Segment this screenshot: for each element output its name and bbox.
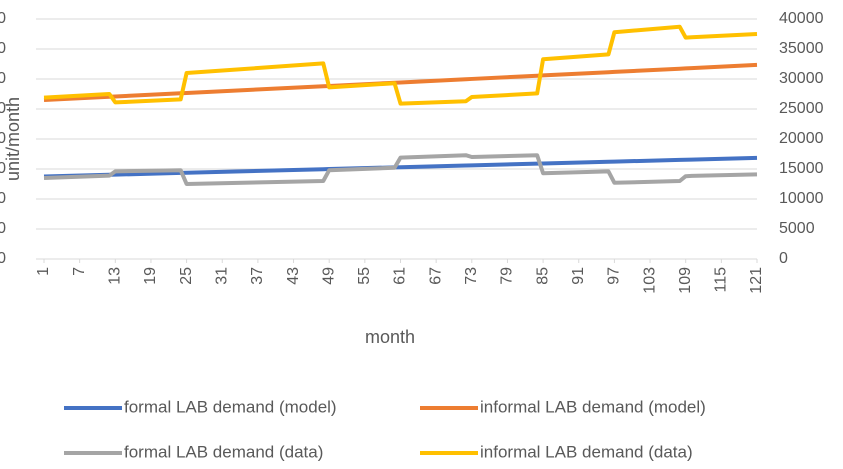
- x-tick-label: 109: [677, 267, 694, 294]
- y-tick-label: 80000: [0, 10, 6, 27]
- x-tick-label: 25: [178, 267, 195, 285]
- y-axis-title: unit/month: [3, 97, 23, 181]
- y-tick-label: 50000: [0, 100, 6, 117]
- x-tick-label: 61: [392, 267, 409, 285]
- x-tick-label: 79: [499, 267, 516, 285]
- x-tick-label: 43: [285, 267, 302, 285]
- y2-tick-label: 35000: [779, 40, 824, 57]
- y-tick-label: 10000: [0, 220, 6, 237]
- x-tick-label: 13: [107, 267, 124, 285]
- x-tick-label: 55: [356, 267, 373, 285]
- y-tick-label: 30000: [0, 160, 6, 177]
- x-axis-title: month: [365, 327, 415, 347]
- x-tick-label: 1: [35, 267, 52, 276]
- series-line: [43, 24, 758, 106]
- y2-tick-label: 25000: [779, 100, 824, 117]
- y-tick-label: 70000: [0, 40, 6, 57]
- y-tick-label: 0: [0, 250, 6, 267]
- y-tick-label: 60000: [0, 70, 6, 87]
- legend-label: formal LAB demand (model): [124, 397, 337, 416]
- y-tick-label: 20000: [0, 190, 6, 207]
- y2-tick-label: 40000: [779, 10, 824, 27]
- legend-label: formal LAB demand (data): [124, 442, 323, 461]
- x-tick-label: 73: [463, 267, 480, 285]
- x-tick-label: 19: [142, 267, 159, 285]
- y2-tick-label: 30000: [779, 70, 824, 87]
- legend-label: informal LAB demand (data): [480, 442, 693, 461]
- x-tick-label: 97: [606, 267, 623, 285]
- x-tick-label: 31: [213, 267, 230, 285]
- y2-tick-label: 15000: [779, 160, 824, 177]
- series-line: [43, 62, 758, 102]
- x-tick-label: 121: [748, 267, 765, 294]
- x-tick-label: 115: [713, 267, 730, 293]
- x-tick-label: 49: [320, 267, 337, 285]
- y2-tick-label: 20000: [779, 130, 824, 147]
- x-tick-label: 7: [71, 267, 88, 276]
- x-tick-label: 91: [570, 267, 587, 285]
- y2-tick-label: 10000: [779, 190, 824, 207]
- series-line: [43, 153, 758, 186]
- y-tick-label: 40000: [0, 130, 6, 147]
- legend-label: informal LAB demand (model): [480, 397, 706, 416]
- x-tick-label: 85: [534, 267, 551, 285]
- x-tick-label: 103: [641, 267, 658, 294]
- x-tick-label: 67: [427, 267, 444, 285]
- y2-tick-label: 0: [779, 250, 788, 267]
- x-tick-label: 37: [249, 267, 266, 285]
- y2-tick-label: 5000: [779, 220, 815, 237]
